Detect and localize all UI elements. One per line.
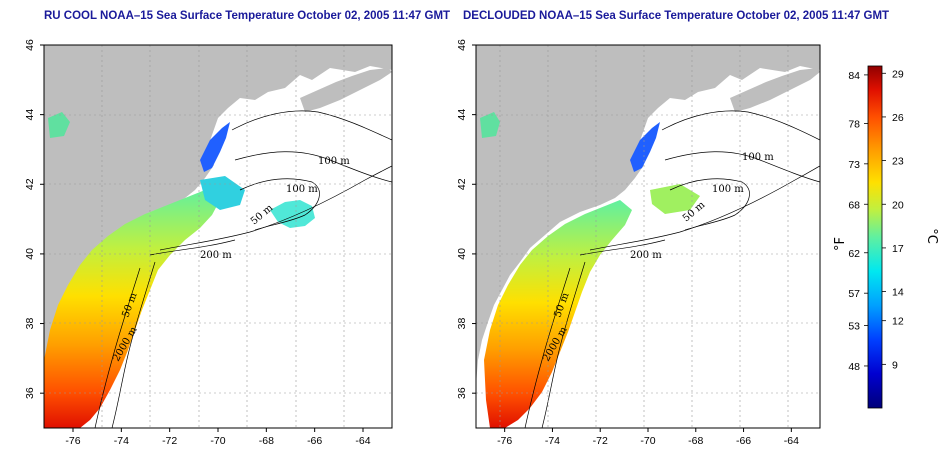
celsius-tick-label: 23	[892, 156, 904, 168]
lon-tick-label: -72	[162, 435, 177, 447]
fahrenheit-tick-label: 84	[848, 70, 860, 82]
contour-label-100m-a: 100 m	[318, 156, 350, 167]
sst-patch-gulf-maine	[200, 122, 230, 172]
sst-patch-coastal	[44, 188, 220, 428]
sst-patch-coastal	[484, 200, 632, 428]
contour-label-100m-a: 100 m	[742, 152, 774, 163]
celsius-tick-label: 20	[892, 199, 904, 211]
colorbar-gradient	[867, 65, 883, 409]
celsius-tick-label: 26	[892, 112, 904, 124]
nova-scotia	[300, 68, 392, 112]
lat-tick-label: 38	[24, 318, 36, 330]
bathymetry-contours	[524, 110, 820, 428]
left-map-title: RU COOL NOAA–15 Sea Surface Temperature …	[44, 10, 451, 22]
fahrenheit-tick-label: 68	[848, 199, 860, 211]
nova-scotia	[730, 68, 820, 112]
lat-tick-label: 46	[456, 39, 468, 51]
lon-tick-label: -64	[784, 435, 799, 447]
grid-lines	[476, 45, 820, 428]
lat-tick-label: 38	[456, 318, 468, 330]
fahrenheit-tick-label: 57	[848, 288, 860, 300]
sst-patch-mid	[650, 184, 700, 214]
lon-tick-label: -76	[65, 435, 80, 447]
fahrenheit-tick-label: 48	[848, 361, 860, 373]
contour-label-100m-b: 100 m	[286, 184, 318, 195]
contour-label-200m: 200 m	[630, 250, 662, 261]
lon-tick-label: -64	[355, 435, 370, 447]
left-map-axes: -76 -74 -72 -70 -68 -66 -64 36 38 40 42 44 46	[24, 39, 371, 447]
fahrenheit-tick-label: 62	[848, 248, 860, 260]
sst-patch-gulf-maine	[630, 122, 660, 172]
lat-tick-label: 42	[24, 178, 36, 190]
lon-tick-label: -68	[688, 435, 703, 447]
lon-tick-label: -66	[736, 435, 751, 447]
celsius-tick-label: 17	[892, 243, 904, 255]
colorbar-ticks: 29 26 23 20 17 14 12 9 84 78 73 68 62 57 53 48	[848, 68, 904, 373]
lon-tick-label: -74	[114, 435, 129, 447]
land-mass	[44, 45, 392, 400]
celsius-tick-label: 14	[892, 287, 904, 299]
sst-patch-mid	[200, 176, 245, 210]
lon-tick-label: -76	[497, 435, 512, 447]
lon-tick-label: -72	[593, 435, 608, 447]
fahrenheit-label: °F	[833, 237, 848, 251]
celsius-tick-label: 29	[892, 68, 904, 80]
celsius-label: °C	[924, 228, 939, 244]
lon-tick-label: -66	[307, 435, 322, 447]
lat-tick-label: 46	[24, 39, 36, 51]
lat-tick-label: 44	[456, 109, 468, 121]
right-map-title: DECLOUDED NOAA–15 Sea Surface Temperatur…	[463, 10, 890, 22]
lon-tick-label: -74	[545, 435, 560, 447]
left-sst-map: 100 m 100 m 50 m 200 m 50 m 2000 m -76 -7…	[24, 39, 393, 447]
grid-lines	[44, 45, 392, 428]
lat-tick-label: 44	[24, 109, 36, 121]
lon-tick-label: -68	[259, 435, 274, 447]
contour-label-100m-b: 100 m	[712, 184, 744, 195]
lon-tick-label: -70	[640, 435, 655, 447]
celsius-tick-label: 12	[892, 316, 904, 328]
lat-tick-label: 40	[456, 248, 468, 260]
lon-tick-label: -70	[210, 435, 225, 447]
sst-patch-north	[48, 112, 70, 138]
bathymetry-contours	[94, 110, 392, 428]
fahrenheit-tick-label: 53	[848, 321, 860, 333]
right-map-axes: -76 -74 -72 -70 -68 -66 -64 36 38 40 42 44 46	[456, 39, 799, 447]
fahrenheit-tick-label: 78	[848, 118, 860, 130]
lat-tick-label: 36	[24, 387, 36, 399]
celsius-tick-label: 9	[892, 359, 898, 371]
temperature-colorbar: 29 26 23 20 17 14 12 9 84 78 73 68 62 57 53 48 °F °C	[833, 65, 939, 409]
fahrenheit-tick-label: 73	[848, 159, 860, 171]
right-sst-map: 100 m 100 m 50 m 200 m 50 m 2000 m -76 -7…	[456, 39, 821, 447]
sst-patch-north	[480, 112, 500, 138]
lat-tick-label: 36	[456, 387, 468, 399]
lat-tick-label: 40	[24, 248, 36, 260]
land-mass	[476, 45, 820, 385]
lat-tick-label: 42	[456, 178, 468, 190]
contour-label-200m: 200 m	[200, 250, 232, 261]
